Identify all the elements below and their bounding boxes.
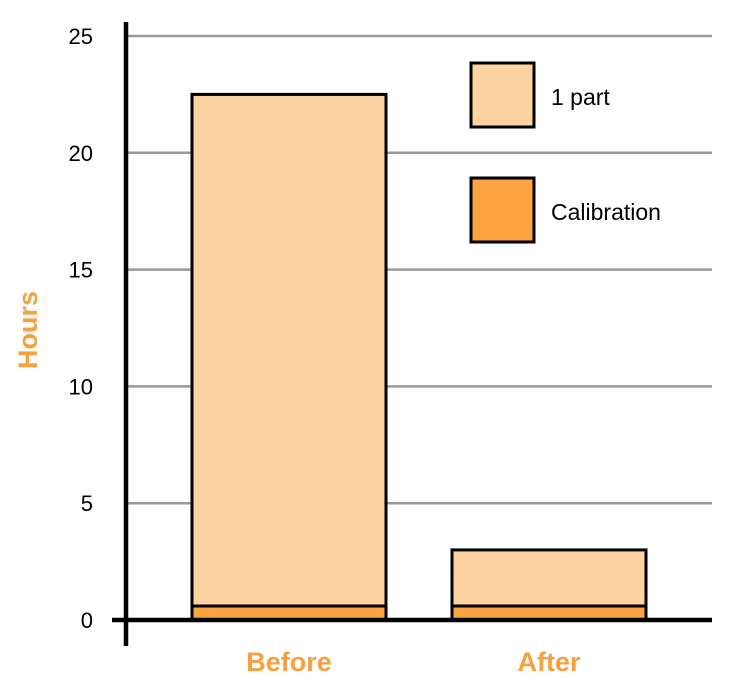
legend-swatch: [469, 61, 536, 129]
bar-before-1-part: [190, 92, 388, 608]
y-tick-label: 10: [69, 374, 93, 399]
bars: [190, 92, 648, 622]
bar-after-1-part: [450, 548, 648, 608]
legend-label: Calibration: [551, 199, 661, 225]
y-tick-label: 0: [81, 608, 93, 633]
y-tick-label: 25: [69, 24, 93, 49]
x-category-labels: Before After: [246, 647, 581, 677]
x-category-label: After: [517, 647, 580, 677]
legend: 1 part Calibration: [469, 61, 661, 244]
y-tick-label: 15: [69, 258, 93, 283]
y-tick-label: 20: [69, 141, 93, 166]
y-tick-label: 5: [81, 491, 93, 516]
y-axis-title: Hours: [13, 291, 43, 369]
x-category-label: Before: [246, 647, 332, 677]
y-tick-labels: 0 5 10 15 20 25: [69, 24, 93, 633]
legend-swatch: [469, 176, 536, 244]
legend-label: 1 part: [551, 84, 610, 110]
